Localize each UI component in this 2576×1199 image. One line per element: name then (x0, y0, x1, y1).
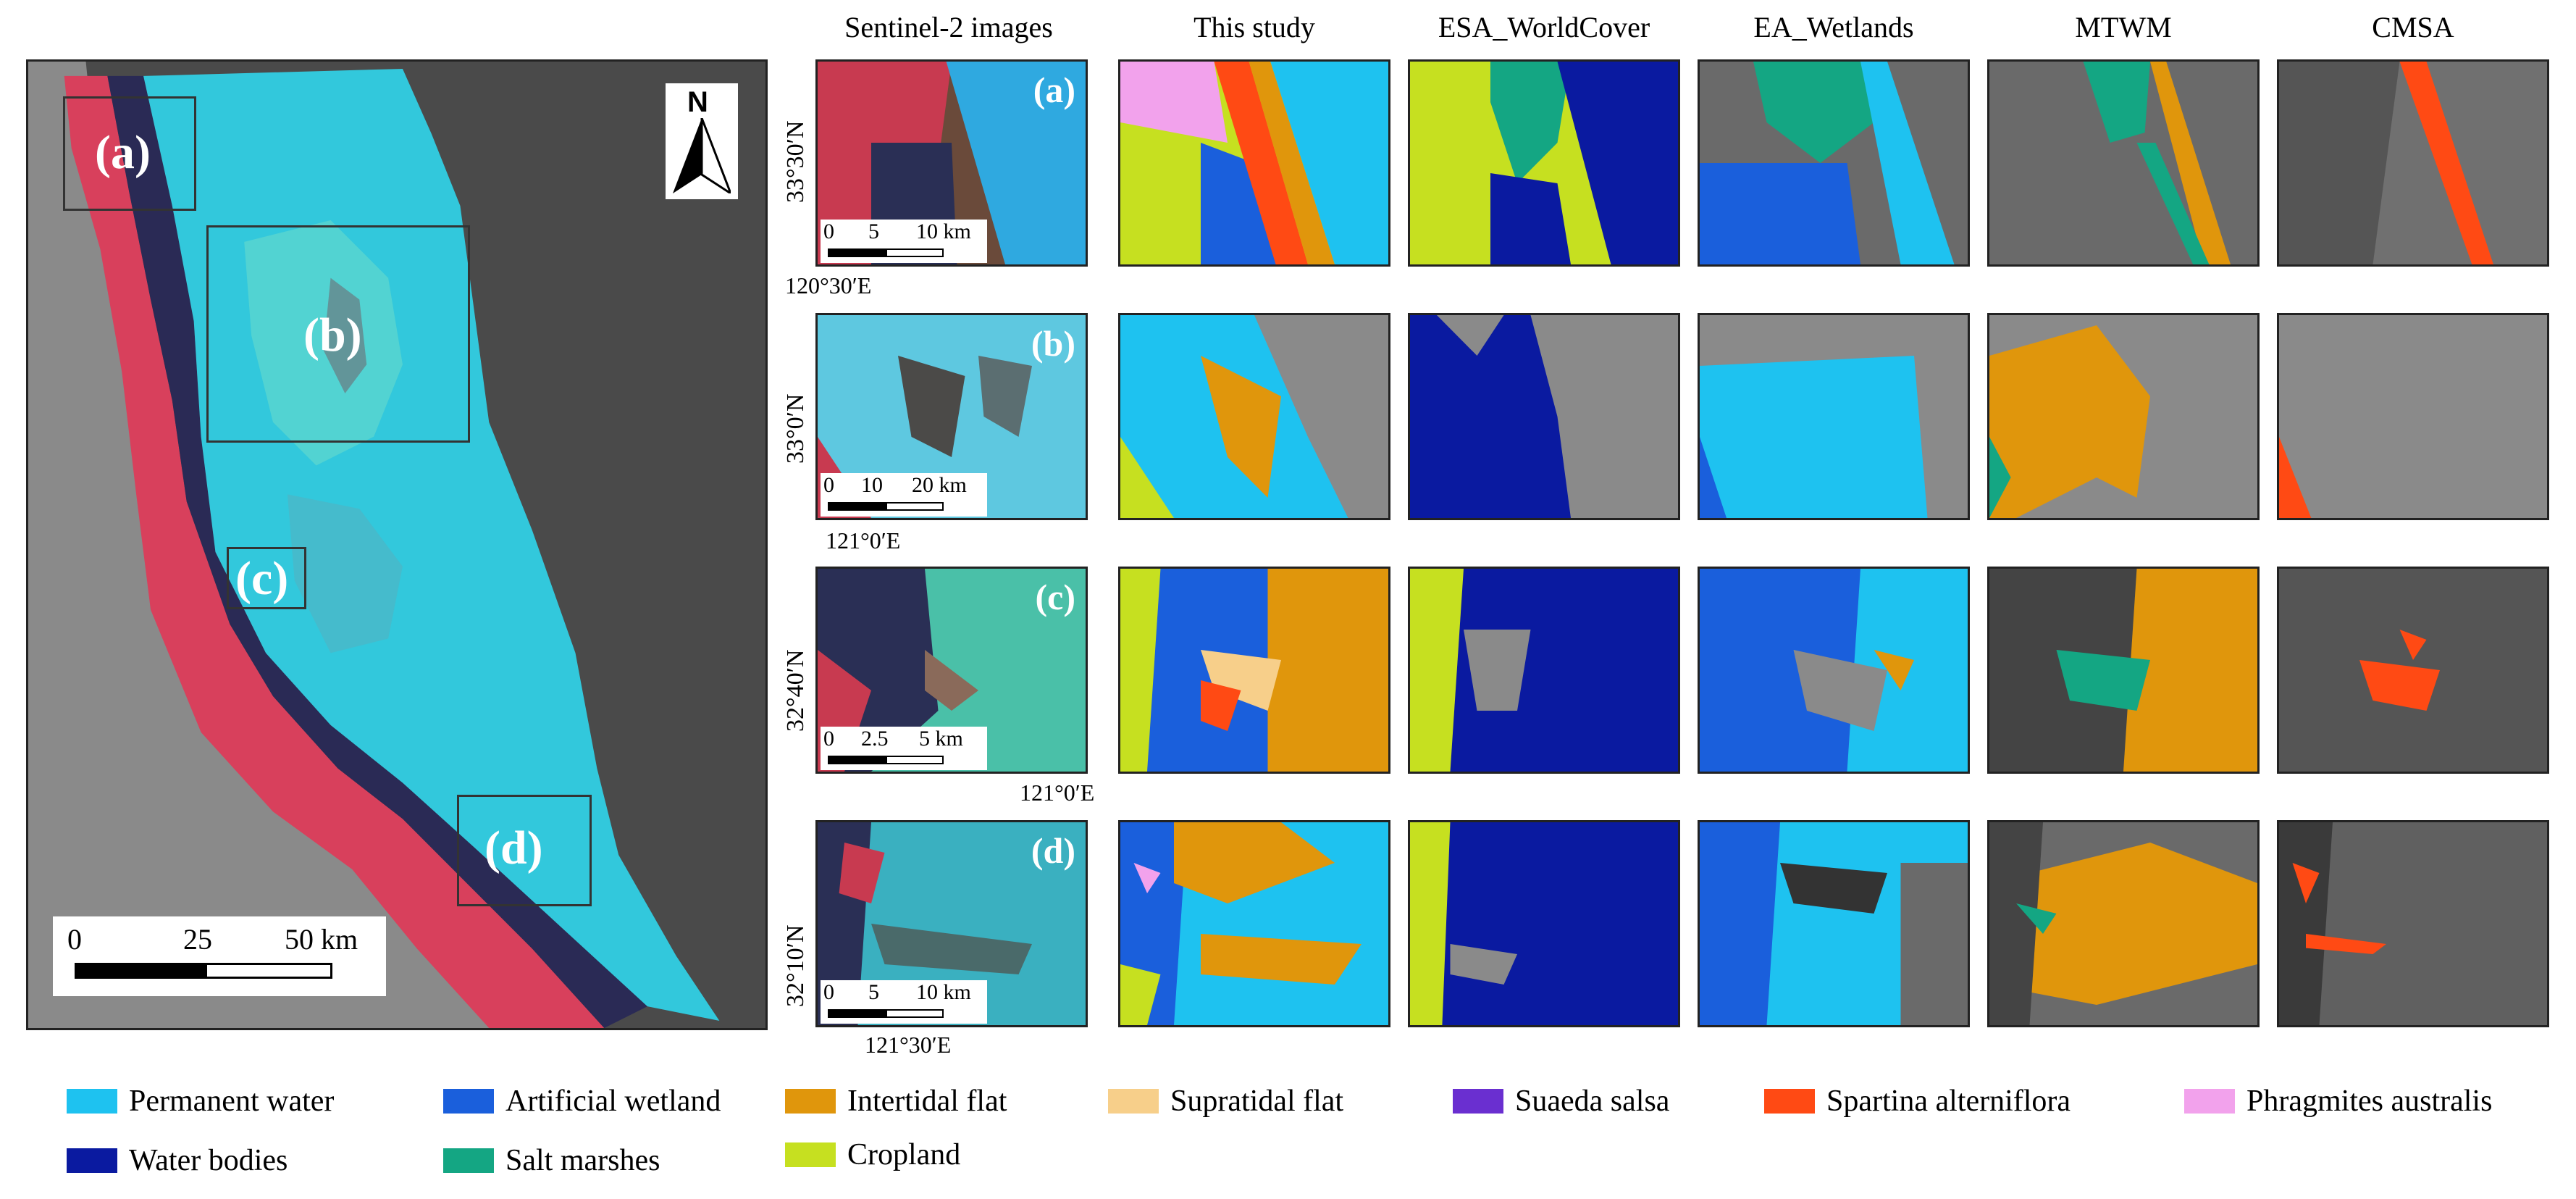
roi-label-a: (a) (95, 126, 151, 179)
overview-scale-label-2: 50 km (285, 923, 358, 956)
panel-c-ea-wetlands (1698, 567, 1970, 774)
panel-letter-d: (d) (1031, 830, 1075, 871)
lat-label-b: 33°0′N (782, 393, 809, 464)
roi-box-d (457, 795, 592, 906)
column-header-mtwm: MTWM (2075, 11, 2172, 43)
legend-item-intertidal-flat: Intertidal flat (785, 1084, 1007, 1119)
legend-label-cropland: Cropland (847, 1138, 961, 1171)
overview-scale-label-0: 0 (67, 923, 82, 956)
panel-c-esa-worldcover (1408, 567, 1680, 774)
legend-label-suaeda-salsa: Suaeda salsa (1515, 1085, 1670, 1118)
panel-a-sentinel: (a) 0 5 10 km (815, 59, 1088, 267)
legend-label-water-bodies: Water bodies (129, 1144, 288, 1177)
legend-item-spartina-alterniflora: Spartina alterniflora (1764, 1084, 2071, 1119)
legend-swatch-phragmites-australis (2184, 1089, 2235, 1114)
legend-label-supratidal-flat: Supratidal flat (1170, 1085, 1344, 1118)
legend-swatch-water-bodies (67, 1148, 117, 1173)
legend-swatch-suaeda-salsa (1453, 1089, 1503, 1114)
panel-b-mtwm (1987, 313, 2260, 520)
roi-box-a (63, 96, 196, 211)
overview-map-image (28, 62, 765, 1028)
panel-letter-a: (a) (1033, 70, 1075, 110)
panel-b-sentinel: (b) 0 10 20 km (815, 313, 1088, 520)
panel-a-esa-worldcover (1408, 59, 1680, 267)
legend-label-intertidal-flat: Intertidal flat (847, 1085, 1007, 1118)
lon-label-a: 120°30′E (785, 272, 872, 298)
legend-item-cropland: Cropland (785, 1137, 960, 1172)
panel-c-this-study (1118, 567, 1390, 774)
lon-label-c: 121°0′E (1020, 780, 1095, 806)
legend-item-artificial-wetland: Artificial wetland (443, 1084, 721, 1119)
roi-box-c (227, 547, 306, 609)
roi-box-b (206, 225, 470, 443)
panel-c-mtwm (1987, 567, 2260, 774)
lon-label-d: 121°30′E (865, 1032, 952, 1058)
panel-letter-c: (c) (1035, 577, 1076, 617)
panel-c-scalebar: 0 2.5 5 km (821, 727, 987, 770)
panel-a-mtwm (1987, 59, 2260, 267)
panel-c-sentinel: (c) 0 2.5 5 km (815, 567, 1088, 774)
roi-label-c: (c) (235, 552, 289, 605)
legend-item-permanent-water: Permanent water (67, 1084, 334, 1119)
roi-label-b: (b) (303, 309, 362, 362)
legend-item-phragmites-australis: Phragmites australis (2184, 1084, 2492, 1119)
legend-swatch-salt-marshes (443, 1148, 494, 1173)
panel-letter-b: (b) (1031, 323, 1075, 364)
legend-label-artificial-wetland: Artificial wetland (505, 1085, 721, 1118)
panel-d-scalebar: 0 5 10 km (821, 980, 987, 1024)
legend-swatch-artificial-wetland (443, 1089, 494, 1114)
panel-b-cmsa (2277, 313, 2549, 520)
lat-label-d: 32°10′N (782, 924, 809, 1007)
panel-b-esa-worldcover (1408, 313, 1680, 520)
panel-d-sentinel: (d) 0 5 10 km (815, 820, 1088, 1027)
legend-label-spartina-alterniflora: Spartina alterniflora (1826, 1085, 2071, 1118)
north-arrow-icon (673, 118, 731, 193)
legend-swatch-cropland (785, 1142, 836, 1167)
north-label: N (687, 86, 708, 118)
panel-b-ea-wetlands (1698, 313, 1970, 520)
overview-scale-label-1: 25 (183, 923, 212, 956)
overview-scalebar: 0 25 50 km (53, 916, 386, 996)
panel-d-esa-worldcover (1408, 820, 1680, 1027)
panel-d-ea-wetlands (1698, 820, 1970, 1027)
panel-a-scalebar: 0 5 10 km (821, 220, 987, 263)
panel-d-this-study (1118, 820, 1390, 1027)
overview-map: (a) (b) (c) (d) N 0 25 50 km (26, 59, 768, 1030)
lon-label-b: 121°0′E (826, 527, 901, 553)
panel-a-this-study (1118, 59, 1390, 267)
panel-b-this-study (1118, 313, 1390, 520)
north-arrow: N (666, 83, 738, 199)
column-header-ea-wetlands: EA_Wetlands (1753, 11, 1914, 43)
legend-swatch-intertidal-flat (785, 1089, 836, 1114)
panel-d-cmsa (2277, 820, 2549, 1027)
legend-item-suaeda-salsa: Suaeda salsa (1453, 1084, 1669, 1119)
panel-c-cmsa (2277, 567, 2549, 774)
legend-label-phragmites-australis: Phragmites australis (2246, 1085, 2493, 1118)
column-header-sentinel: Sentinel-2 images (844, 11, 1053, 43)
panel-a-cmsa (2277, 59, 2549, 267)
legend-swatch-supratidal-flat (1108, 1089, 1159, 1114)
lat-label-c: 32°40′N (782, 649, 809, 732)
legend-swatch-permanent-water (67, 1089, 117, 1114)
legend-item-salt-marshes: Salt marshes (443, 1143, 660, 1178)
legend-item-supratidal-flat: Supratidal flat (1108, 1084, 1343, 1119)
legend-item-water-bodies: Water bodies (67, 1143, 288, 1178)
roi-label-d: (d) (484, 822, 543, 874)
column-header-cmsa: CMSA (2372, 11, 2454, 43)
legend-label-salt-marshes: Salt marshes (505, 1144, 660, 1177)
column-header-esa-worldcover: ESA_WorldCover (1438, 11, 1650, 43)
panel-a-ea-wetlands (1698, 59, 1970, 267)
legend-label-permanent-water: Permanent water (129, 1085, 335, 1118)
legend-swatch-spartina-alterniflora (1764, 1089, 1815, 1114)
lat-label-a: 33°30′N (782, 120, 809, 203)
column-header-this-study: This study (1193, 11, 1315, 43)
panel-b-scalebar: 0 10 20 km (821, 473, 987, 517)
panel-d-mtwm (1987, 820, 2260, 1027)
